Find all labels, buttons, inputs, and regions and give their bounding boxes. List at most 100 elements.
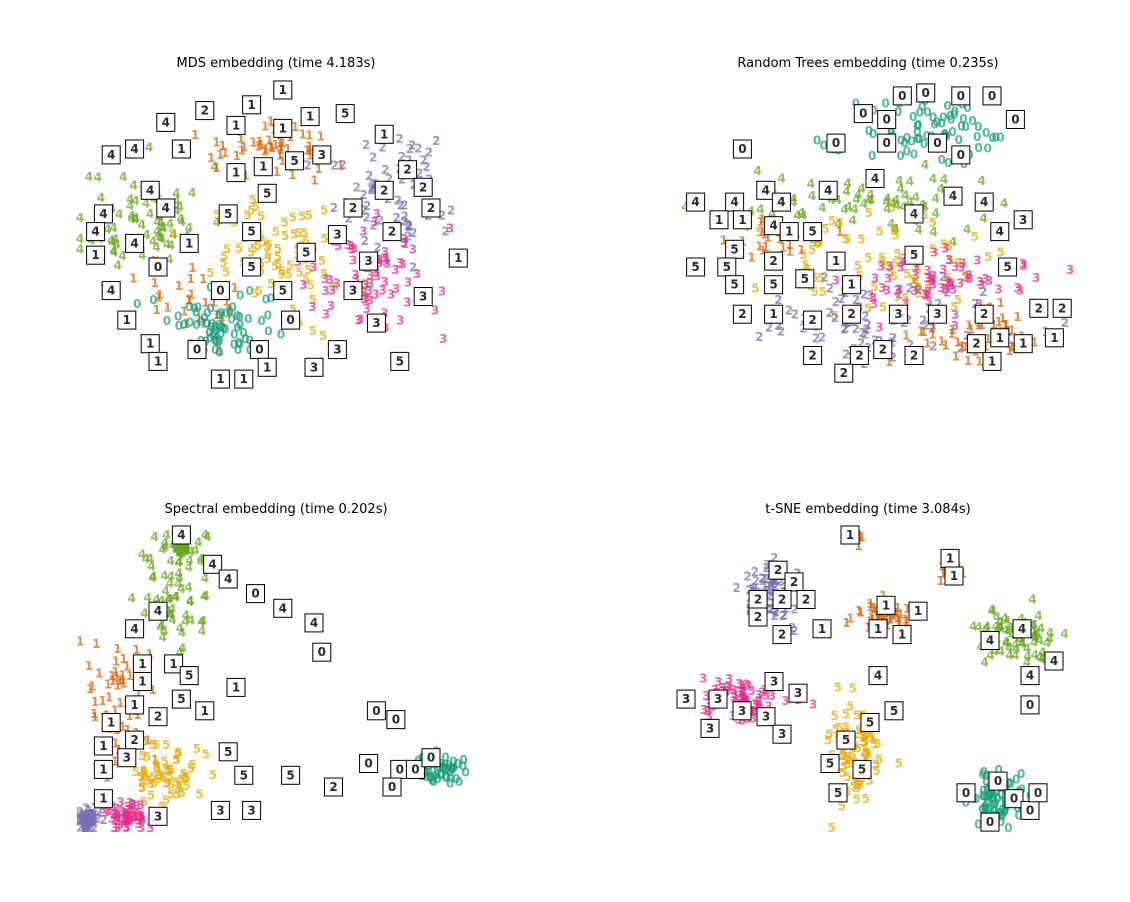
scatter-digit-point: 1 xyxy=(902,328,910,342)
scatter-digit-point: 2 xyxy=(759,581,767,595)
thumbnail-digit: 1 xyxy=(898,628,906,642)
digit-thumbnail: 0 xyxy=(956,783,976,803)
scatter-digit-point: 1 xyxy=(119,677,127,691)
digit-thumbnail: 5 xyxy=(242,257,262,277)
thumbnail-digit: 0 xyxy=(251,587,259,601)
scatter-digit-point: 4 xyxy=(949,235,957,249)
scatter-digit-point: 3 xyxy=(124,803,132,817)
scatter-digit-point: 1 xyxy=(185,294,193,308)
scatter-digit-point: 4 xyxy=(1036,650,1044,664)
digit-thumbnail: 4 xyxy=(1020,666,1040,686)
scatter-digit-point: 4 xyxy=(182,544,190,558)
scatter-digit-point: 3 xyxy=(134,813,142,827)
scatter-digit-point: 0 xyxy=(447,761,455,775)
digit-thumbnail: 0 xyxy=(951,86,971,106)
thumbnail-digit: 0 xyxy=(1011,113,1019,127)
scatter-digit-point: 5 xyxy=(855,778,863,792)
scatter-digit-point: 5 xyxy=(865,774,873,788)
scatter-digit-point: 3 xyxy=(809,697,817,711)
thumbnail-frame xyxy=(366,313,386,333)
scatter-digit-point: 4 xyxy=(1002,624,1010,638)
scatter-digit-point: 0 xyxy=(215,333,223,347)
scatter-digit-point: 0 xyxy=(445,759,453,773)
scatter-digit-point: 3 xyxy=(128,798,136,812)
scatter-digit-point: 1 xyxy=(233,149,241,163)
digit-thumbnail: 0 xyxy=(927,133,947,153)
thumbnail-frame xyxy=(125,695,145,715)
scatter-digit-point: 4 xyxy=(986,649,994,663)
scatter-digit-point: 2 xyxy=(929,340,937,354)
scatter-digit-point: 5 xyxy=(946,254,954,268)
scatter-digit-point: 1 xyxy=(939,567,947,581)
scatter-digit-point: 2 xyxy=(85,812,93,826)
scatter-digit-point: 2 xyxy=(768,602,776,616)
scatter-digit-point: 0 xyxy=(234,336,242,350)
scatter-digit-point: 4 xyxy=(185,221,193,235)
scatter-digit-point: 1 xyxy=(261,120,269,134)
scatter-digit-point: 5 xyxy=(304,263,312,277)
thumbnail-frame xyxy=(148,601,168,621)
scatter-digit-point: 3 xyxy=(352,268,360,282)
scatter-digit-point: 5 xyxy=(174,778,182,792)
thumbnail-digit: 1 xyxy=(988,354,996,368)
scatter-digit-point: 5 xyxy=(864,302,872,316)
digit-thumbnail: 1 xyxy=(148,351,168,371)
scatter-digit-point: 3 xyxy=(381,251,389,265)
thumbnail-frame xyxy=(888,304,908,324)
scatter-digit-point: 3 xyxy=(122,820,130,834)
scatter-digit-point: 0 xyxy=(997,810,1005,824)
thumbnail-frame xyxy=(732,139,752,159)
thumbnail-frame xyxy=(327,340,347,360)
thumbnail-frame xyxy=(421,748,441,768)
thumbnail-digit: 1 xyxy=(154,354,162,368)
scatter-digit-point: 1 xyxy=(893,606,901,620)
digit-thumbnail: 4 xyxy=(171,525,191,545)
scatter-digit-point: 3 xyxy=(725,681,733,695)
scatter-digit-point: 4 xyxy=(179,543,187,557)
thumbnail-frame xyxy=(390,351,410,371)
thumbnail-frame xyxy=(125,233,145,253)
scatter-digit-point: 4 xyxy=(1030,636,1038,650)
thumbnail-digit: 5 xyxy=(279,284,287,298)
thumbnail-frame xyxy=(398,160,418,180)
scatter-digit-point: 0 xyxy=(894,105,902,119)
scatter-digit-point: 0 xyxy=(244,312,252,326)
digit-thumbnail: 2 xyxy=(748,607,768,627)
thumbnail-frame xyxy=(242,95,262,115)
thumbnail-digit: 5 xyxy=(826,757,834,771)
thumbnail-digit: 1 xyxy=(146,337,154,351)
scatter-digit-point: 4 xyxy=(1003,637,1011,651)
scatter-digit-point: 5 xyxy=(909,273,917,287)
scatter-digit-point: 4 xyxy=(818,201,826,215)
thumbnail-digit: 5 xyxy=(842,733,850,747)
scatter-digit-point: 2 xyxy=(790,602,798,616)
scatter-digit-point: 2 xyxy=(788,621,796,635)
scatter-digit-point: 5 xyxy=(302,273,310,287)
scatter-digit-point: 2 xyxy=(400,215,408,229)
thumbnail-frame xyxy=(156,112,176,132)
subplot-title: t-SNE embedding (time 3.084s) xyxy=(765,502,970,517)
scatter-digit-point: 5 xyxy=(142,769,150,783)
scatter-digit-point: 5 xyxy=(278,268,286,282)
scatter-digit-point: 4 xyxy=(768,207,776,221)
scatter-digit-point: 5 xyxy=(755,226,763,240)
scatter-digit-point: 1 xyxy=(314,162,322,176)
thumbnail-digit: 0 xyxy=(832,136,840,150)
scatter-digit-point: 4 xyxy=(1008,628,1016,642)
scatter-digit-point: 1 xyxy=(277,143,285,157)
digit-thumbnail: 1 xyxy=(132,672,152,691)
scatter-digit-point: 3 xyxy=(359,225,367,239)
scatter-digit-point: 0 xyxy=(430,769,438,783)
scatter-digit-point: 0 xyxy=(903,131,911,145)
scatter-digit-point: 1 xyxy=(995,315,1003,329)
scatter-digit-point: 4 xyxy=(138,548,146,562)
scatter-digit-point: 4 xyxy=(849,213,857,227)
scatter-digit-point: 1 xyxy=(893,601,901,615)
scatter-digit-point: 0 xyxy=(915,132,923,146)
digit-thumbnail: 1 xyxy=(876,595,896,615)
scatter-digit-point: 1 xyxy=(132,643,140,657)
scatter-digit-point: 3 xyxy=(1014,281,1022,295)
scatter-digit-point: 1 xyxy=(90,707,98,721)
scatter-digit-point: 0 xyxy=(186,316,194,330)
scatter-digit-point: 1 xyxy=(154,291,162,305)
